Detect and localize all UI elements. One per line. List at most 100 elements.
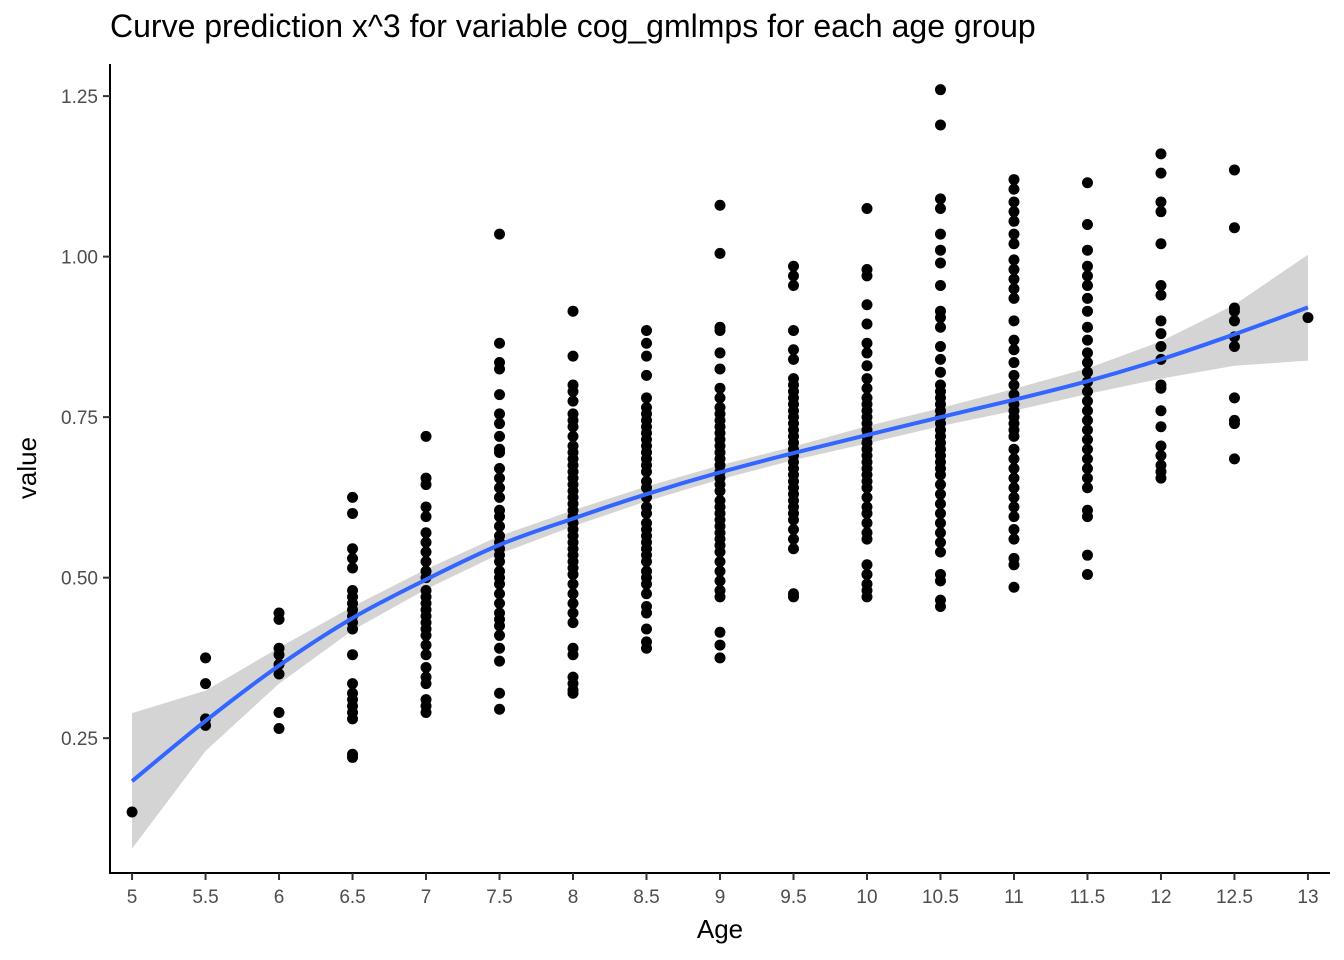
data-point <box>861 382 873 394</box>
x-tick-label: 9 <box>715 887 726 908</box>
data-point <box>787 533 799 545</box>
data-point <box>787 344 799 356</box>
data-point <box>934 84 946 96</box>
x-tick-label: 7.5 <box>486 887 512 908</box>
x-tick-label: 8 <box>568 887 579 908</box>
data-point <box>1081 424 1093 436</box>
data-point <box>1081 321 1093 333</box>
data-point <box>1008 482 1020 494</box>
data-point <box>420 430 432 442</box>
chart-title: Curve prediction x^3 for variable cog_gm… <box>110 8 1036 44</box>
data-point <box>641 588 653 600</box>
data-point <box>567 350 579 362</box>
data-point <box>714 565 726 577</box>
data-point <box>641 578 653 590</box>
data-point <box>787 543 799 555</box>
data-point <box>1008 206 1020 218</box>
data-point <box>1008 254 1020 266</box>
data-point <box>861 591 873 603</box>
data-point <box>714 639 726 651</box>
axes-layer: 0.25 0.50 0.75 1.00 1.25 5 5.5 6 6.5 7 7.5 8 8.5 9 9.5… <box>61 64 1330 908</box>
data-point <box>1008 196 1020 208</box>
data-point <box>641 482 653 494</box>
data-point <box>494 491 506 503</box>
data-point <box>861 202 873 214</box>
data-point <box>1228 392 1240 404</box>
data-point <box>347 713 359 725</box>
data-point <box>126 806 138 818</box>
data-point <box>934 469 946 481</box>
data-point <box>1081 568 1093 580</box>
x-tick-label: 6 <box>274 887 285 908</box>
data-point <box>1081 385 1093 397</box>
data-point <box>1081 177 1093 189</box>
data-point <box>861 360 873 372</box>
data-point <box>567 597 579 609</box>
data-point <box>420 479 432 491</box>
data-point <box>934 527 946 539</box>
data-point <box>1008 292 1020 304</box>
data-point <box>1155 196 1167 208</box>
data-point <box>1008 183 1020 195</box>
data-point <box>420 629 432 641</box>
data-point <box>787 324 799 336</box>
x-tick-label: 6.5 <box>339 887 365 908</box>
data-point <box>861 482 873 494</box>
data-point <box>347 491 359 503</box>
data-point <box>714 347 726 359</box>
data-point <box>787 591 799 603</box>
data-point <box>1008 334 1020 346</box>
data-point <box>347 543 359 555</box>
data-point <box>934 193 946 205</box>
x-tick-label: 13 <box>1297 887 1318 908</box>
data-point <box>494 655 506 667</box>
data-point <box>714 626 726 638</box>
data-point <box>641 337 653 349</box>
data-point <box>1081 453 1093 465</box>
data-point <box>567 568 579 580</box>
data-point <box>420 706 432 718</box>
data-points-layer <box>126 84 1314 818</box>
data-point <box>861 270 873 282</box>
y-tick-label: 0.75 <box>61 408 98 429</box>
data-point <box>861 491 873 503</box>
fit-curve <box>130 305 1309 783</box>
data-point <box>861 318 873 330</box>
data-point <box>934 280 946 292</box>
y-axis-title: value <box>12 437 42 499</box>
data-point <box>1081 219 1093 231</box>
data-point <box>494 687 506 699</box>
data-point <box>567 421 579 433</box>
fit-curve-layer <box>130 305 1309 783</box>
data-point <box>1081 434 1093 446</box>
data-point <box>934 507 946 519</box>
data-point <box>1155 167 1167 179</box>
data-point <box>567 687 579 699</box>
data-point <box>494 642 506 654</box>
data-point <box>934 257 946 269</box>
data-point <box>420 678 432 690</box>
data-point <box>1008 443 1020 455</box>
data-point <box>347 678 359 690</box>
data-point <box>1008 315 1020 327</box>
data-point <box>934 546 946 558</box>
x-tick-label: 7 <box>421 887 432 908</box>
data-point <box>494 588 506 600</box>
data-point <box>934 498 946 510</box>
data-point <box>1008 511 1020 523</box>
data-point <box>567 578 579 590</box>
data-point <box>1008 238 1020 250</box>
data-point <box>273 668 285 680</box>
data-point <box>714 324 726 336</box>
x-axis-title: Age <box>697 914 743 944</box>
data-point <box>1228 315 1240 327</box>
data-point <box>494 446 506 458</box>
data-point <box>1302 312 1314 324</box>
data-point <box>494 389 506 401</box>
data-point <box>494 520 506 532</box>
data-point <box>1228 222 1240 234</box>
data-point <box>1228 418 1240 430</box>
data-point <box>494 408 506 420</box>
data-point <box>1081 334 1093 346</box>
data-point <box>934 517 946 529</box>
